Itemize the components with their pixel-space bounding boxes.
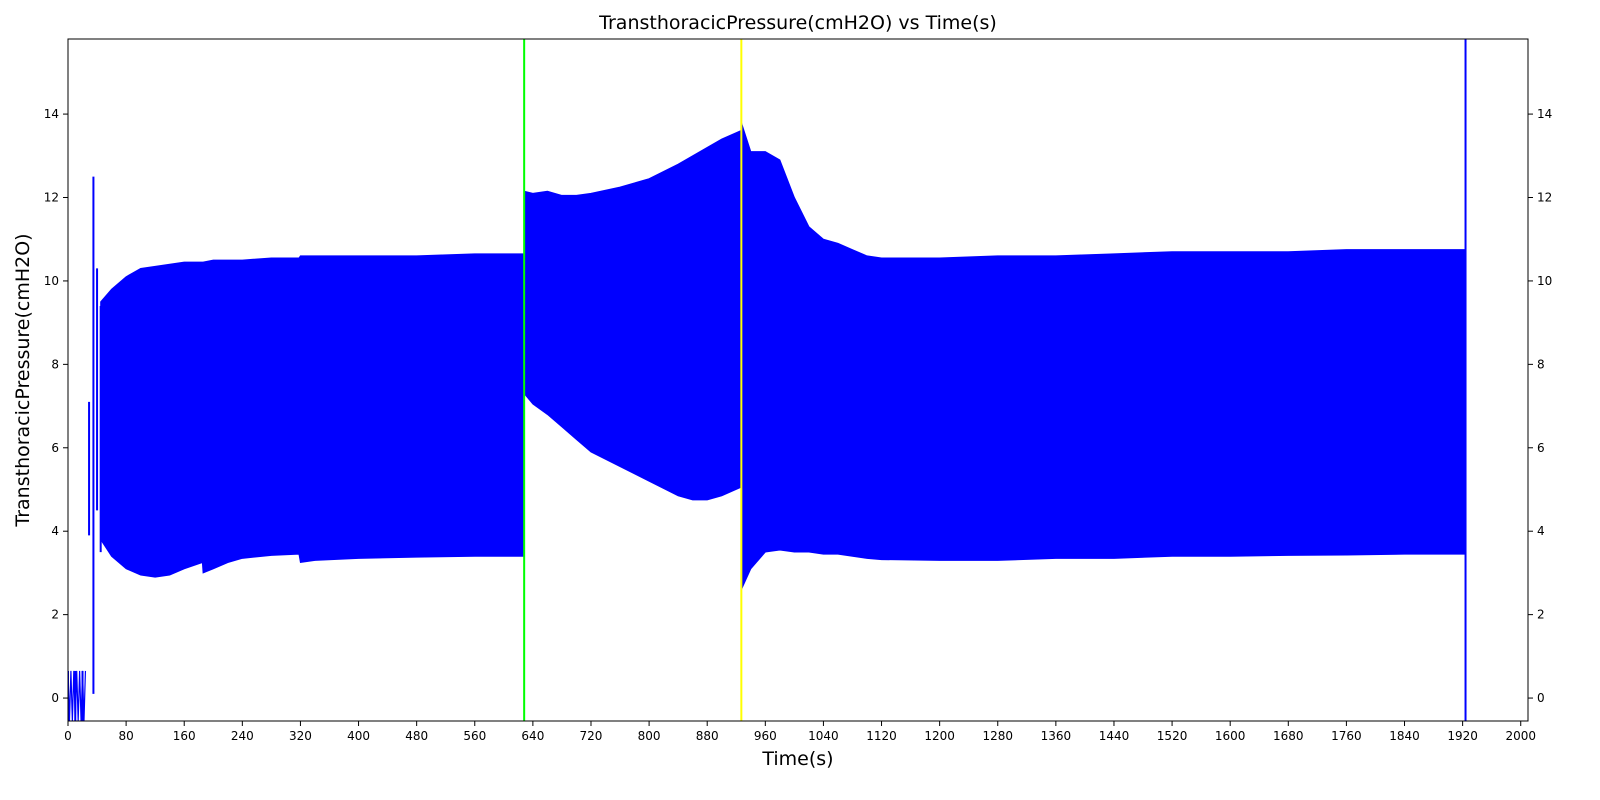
plot-frame [67,38,1529,722]
x-tick-label-560: 560 [463,729,486,743]
x-tick-label-1760: 1760 [1331,729,1362,743]
plot-area [68,122,1467,721]
x-tick-label-240: 240 [231,729,254,743]
y-tick-label-left-4: 4 [51,524,59,538]
x-tick-label-1920: 1920 [1447,729,1478,743]
y-axis-left: 0 2 4 6 8 10 12 14 [44,107,68,705]
series-band-2 [740,122,1467,590]
x-tick-label-640: 640 [521,729,544,743]
y-tick-label-right-10: 10 [1537,274,1552,288]
y-tick-label-right-6: 6 [1537,441,1545,455]
x-tick-label-80: 80 [118,729,133,743]
y-axis-title: TransthoracicPressure(cmH2O) [12,233,34,527]
x-axis-title: Time(s) [761,748,833,770]
x-tick-label-1040: 1040 [808,729,839,743]
y-tick-label-left-0: 0 [51,691,59,705]
x-tick-label-1840: 1840 [1389,729,1420,743]
x-tick-label-1600: 1600 [1215,729,1246,743]
y-tick-label-right-0: 0 [1537,691,1545,705]
x-tick-label-0: 0 [64,729,72,743]
y-axis-right: 0 2 4 6 8 10 12 14 [1528,107,1552,705]
x-tick-label-1520: 1520 [1157,729,1188,743]
y-tick-label-right-2: 2 [1537,608,1545,622]
x-axis: 0 80 160 240 320 400 480 560 640 720 800 880 960 1040… [64,721,1536,743]
y-tick-label-left-12: 12 [44,191,59,205]
y-tick-label-left-2: 2 [51,608,59,622]
y-tick-label-left-8: 8 [51,357,59,371]
x-tick-label-2000: 2000 [1505,729,1536,743]
x-tick-label-960: 960 [754,729,777,743]
x-tick-label-1440: 1440 [1099,729,1130,743]
x-tick-label-800: 800 [638,729,661,743]
x-tick-label-400: 400 [347,729,370,743]
x-tick-label-1680: 1680 [1273,729,1304,743]
y-tick-label-left-6: 6 [51,441,59,455]
x-tick-label-880: 880 [696,729,719,743]
y-tick-label-right-12: 12 [1537,191,1552,205]
y-tick-label-right-14: 14 [1537,107,1552,121]
x-tick-label-1360: 1360 [1041,729,1072,743]
initial-oscillation-trace [68,670,87,721]
x-tick-label-160: 160 [173,729,196,743]
x-tick-label-1200: 1200 [924,729,955,743]
x-tick-label-1280: 1280 [982,729,1013,743]
x-tick-label-1120: 1120 [866,729,897,743]
x-tick-label-480: 480 [405,729,428,743]
y-tick-label-right-4: 4 [1537,524,1545,538]
series-band-1 [523,130,742,501]
x-tick-label-720: 720 [580,729,603,743]
series-band-0 [100,253,524,578]
chart-title: TransthoracicPressure(cmH2O) vs Time(s) [598,12,997,34]
y-tick-label-left-10: 10 [44,274,59,288]
y-tick-label-left-14: 14 [44,107,59,121]
vertical-markers [523,39,1467,721]
x-tick-label-320: 320 [289,729,312,743]
y-tick-label-right-8: 8 [1537,357,1545,371]
